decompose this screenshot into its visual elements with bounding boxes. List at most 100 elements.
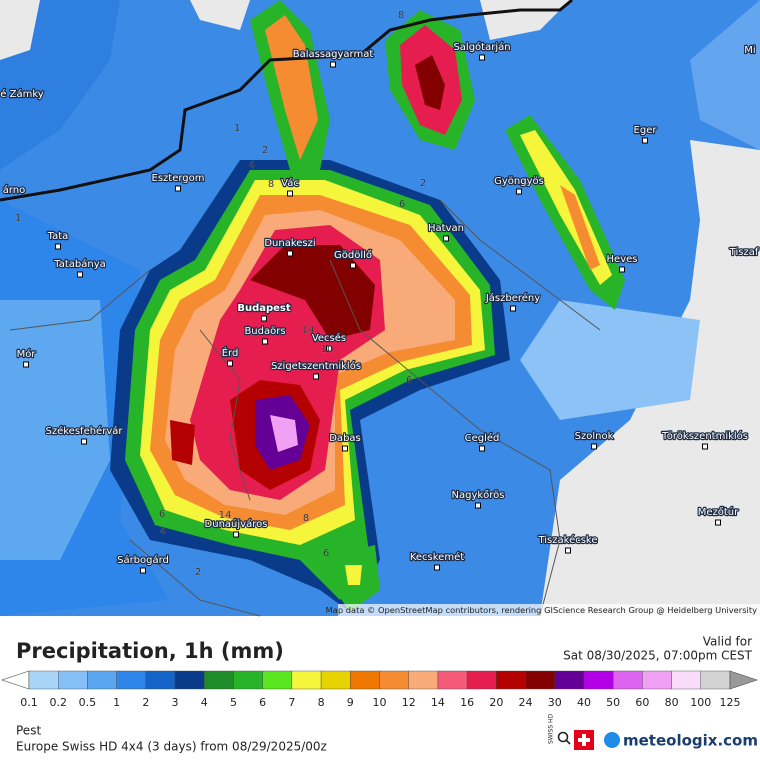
- contour-label: 6: [399, 199, 405, 210]
- city-marker: [261, 315, 267, 322]
- city-label: Mi: [744, 45, 755, 56]
- city-label: Hatvan: [428, 223, 464, 234]
- colorbar-label: 7: [288, 696, 295, 709]
- city-label: Szolnok: [575, 431, 614, 442]
- colorbar-swatch: [320, 670, 351, 690]
- colorbar-arrow: [1, 670, 30, 690]
- city-label: Kecskemét: [410, 551, 464, 563]
- city-label: Eger: [634, 125, 658, 136]
- logo: meteologix.com: [623, 732, 758, 750]
- colorbar-swatch: [291, 670, 322, 690]
- colorbar-swatch: [379, 670, 409, 690]
- map-labels: é Zámky árno Mi Tiszaf Balassagyarmat Salgóta…: [0, 10, 760, 579]
- swiss-hd-badge: SWISS HD: [548, 713, 555, 744]
- colorbar-label: 125: [720, 696, 741, 709]
- colorbar-swatch: [174, 670, 205, 690]
- colorbar-label: 10: [373, 696, 387, 709]
- colorbar-label: 100: [690, 696, 711, 709]
- colorbar-label: 0.5: [79, 696, 97, 709]
- contour-label: 6: [323, 548, 329, 559]
- city-marker: [342, 445, 348, 452]
- colorbar-label: 0.2: [49, 696, 67, 709]
- valid-time: Sat 08/30/2025, 07:00pm CEST: [563, 649, 753, 663]
- city-label: Heves: [607, 254, 638, 265]
- colorbar-swatch: [525, 670, 555, 690]
- contour-label: 6: [406, 375, 412, 386]
- colorbar-swatch: [437, 670, 468, 690]
- city-label: Sárbogárd: [117, 554, 169, 566]
- colorbar-swatch: [583, 670, 614, 690]
- city-marker: [591, 443, 597, 450]
- city-label: Székesfehérvár: [46, 425, 124, 437]
- colorbar-label: 12: [402, 696, 416, 709]
- city-label: Tiszaf: [729, 247, 759, 258]
- region: Pest: [16, 724, 41, 738]
- city-marker: [619, 266, 625, 273]
- contour-label: 4: [160, 526, 166, 537]
- city-marker: [443, 235, 449, 242]
- city-label: Esztergom: [152, 173, 205, 184]
- colorbar-label: 14: [431, 696, 445, 709]
- colorbar-swatch: [612, 670, 643, 690]
- city-marker: [81, 438, 87, 445]
- city-marker: [434, 564, 440, 571]
- city-marker: [350, 262, 356, 269]
- colorbar-swatch: [116, 670, 147, 690]
- city-label: Budapest: [237, 303, 291, 314]
- colorbar-label: 80: [665, 696, 679, 709]
- colorbar-label: 5: [230, 696, 237, 709]
- colorbar-swatch: [671, 670, 701, 690]
- contour-label: 2: [420, 178, 426, 189]
- city-marker: [23, 361, 29, 368]
- city-label: Balassagyarmat: [293, 49, 374, 60]
- city-marker: [233, 531, 239, 538]
- city-label: Nagykőrös: [451, 489, 504, 501]
- city-marker: [479, 54, 485, 61]
- city-label: Dunaújváros: [205, 518, 268, 530]
- city-label: Törökszentmiklós: [661, 430, 748, 442]
- attribution: Map data © OpenStreetMap contributors, r…: [326, 605, 758, 615]
- valid-label: Valid for: [703, 635, 752, 649]
- colorbar-label: 6: [259, 696, 266, 709]
- city-marker: [702, 443, 708, 450]
- colorbar-swatch: [350, 670, 380, 690]
- colorbar-label: 0.1: [20, 696, 38, 709]
- city-marker: [330, 61, 336, 68]
- colorbar-label: 2: [142, 696, 149, 709]
- city-label: Salgótarján: [453, 41, 510, 53]
- city-label: árno: [3, 184, 26, 196]
- contour-label: 8: [398, 10, 404, 21]
- city-marker: [715, 519, 721, 526]
- colorbar-label: 1: [113, 696, 120, 709]
- attribution-bg: [338, 604, 760, 616]
- city-marker: [287, 250, 293, 257]
- model: Europe Swiss HD 4x4 (3 days) from 08/29/…: [16, 740, 327, 754]
- colorbar-label: 60: [635, 696, 649, 709]
- colorbar-swatch: [87, 670, 117, 690]
- city-label: Dunakeszi: [264, 238, 315, 249]
- contour-label: 1: [234, 123, 240, 134]
- city-marker: [479, 445, 485, 452]
- colorbar-label: 4: [201, 696, 208, 709]
- colorbar-label: 9: [347, 696, 354, 709]
- colorbar-label: 8: [318, 696, 325, 709]
- colorbar-label: 20: [489, 696, 503, 709]
- colorbar-swatch: [408, 670, 439, 690]
- contour-label: 14: [219, 510, 232, 521]
- colorbar-label: 50: [606, 696, 620, 709]
- colorbar-label: 16: [460, 696, 474, 709]
- city-label: Vecsés: [312, 332, 346, 344]
- city-label: Jászberény: [485, 292, 540, 304]
- colorbar-swatch: [262, 670, 293, 690]
- city-marker: [326, 345, 332, 352]
- city-label: Mezőtúr: [698, 506, 739, 518]
- colorbar-swatch: [145, 670, 176, 690]
- city-label: Mór: [17, 348, 37, 360]
- city-marker: [55, 243, 61, 250]
- city-label: Budaörs: [244, 326, 285, 337]
- contour-label: 6: [159, 509, 165, 520]
- city-marker: [77, 271, 83, 278]
- contour-label: 8: [303, 513, 309, 524]
- city-label: Szigetszentmiklós: [271, 360, 361, 372]
